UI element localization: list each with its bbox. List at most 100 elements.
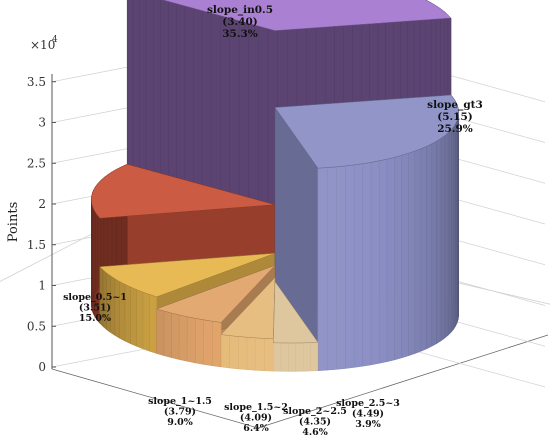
slice-percent: 35.3% bbox=[222, 28, 258, 40]
slice-name: slope_gt3 bbox=[427, 99, 483, 112]
slice-name: slope_2~2.5 bbox=[283, 406, 347, 417]
slice-outer-wall bbox=[149, 294, 157, 354]
floor-front-right bbox=[257, 334, 549, 429]
slice-name: slope_1.5~2 bbox=[224, 402, 288, 413]
slice-outer-wall bbox=[453, 122, 456, 331]
y-tick-label: 2.5 bbox=[27, 156, 46, 170]
slice-outer-wall bbox=[336, 165, 346, 370]
slice-outer-wall bbox=[119, 281, 126, 342]
y-tick-label: 3 bbox=[38, 116, 46, 130]
slice-outer-wall bbox=[414, 148, 422, 354]
slice-outer-wall bbox=[186, 316, 196, 364]
slice-outer-wall bbox=[420, 146, 427, 352]
slice-outer-wall bbox=[408, 150, 416, 357]
slice-outer-wall bbox=[440, 135, 446, 342]
slice-outer-wall bbox=[326, 166, 337, 371]
slice-outer-wall bbox=[345, 164, 355, 369]
slice-outer-wall bbox=[255, 337, 265, 372]
y-tick-label: 1.5 bbox=[27, 238, 46, 252]
slice-value: (5.15) bbox=[437, 111, 473, 123]
slice-value: (3.79) bbox=[164, 407, 196, 418]
slice-top-face bbox=[162, 0, 452, 31]
slice-percent: 3.9% bbox=[355, 419, 381, 430]
slice-outer-wall bbox=[295, 342, 304, 372]
slice-outer-wall bbox=[178, 314, 188, 362]
slice-value: (4.35) bbox=[299, 417, 331, 428]
slice-label: slope_0.5~1(3.51)15.0% bbox=[63, 292, 127, 324]
slice-outer-wall bbox=[401, 152, 409, 359]
y-tick-label: 2 bbox=[38, 197, 46, 211]
slice-outer-wall bbox=[436, 137, 442, 345]
slice-percent: 4.6% bbox=[302, 427, 328, 437]
slice-outer-wall bbox=[212, 320, 222, 368]
y-tick-label: 0.5 bbox=[27, 319, 46, 333]
slice-outer-wall bbox=[203, 319, 213, 366]
slice-outer-wall bbox=[171, 312, 180, 360]
slice-label: slope_gt3(5.15)25.9% bbox=[427, 99, 483, 135]
slice-name: slope_2.5~3 bbox=[336, 398, 400, 409]
y-tick-label: 0 bbox=[38, 360, 46, 374]
slice-top-face bbox=[220, 276, 276, 339]
slice-outer-wall bbox=[237, 336, 248, 370]
slice-top-face bbox=[274, 94, 459, 169]
slice-outer-wall bbox=[426, 143, 432, 350]
slice-value: (3.40) bbox=[222, 16, 258, 28]
pie-slice bbox=[220, 276, 276, 372]
slice-value: (4.09) bbox=[240, 413, 272, 424]
slice-label: slope_1~1.5(3.79)9.0% bbox=[148, 396, 212, 428]
slice-label: slope_2~2.5(4.35)4.6% bbox=[283, 406, 347, 437]
slice-percent: 6.4% bbox=[243, 423, 269, 434]
slice-top-face bbox=[155, 265, 276, 323]
slice-outer-wall bbox=[288, 342, 296, 372]
slice-outer-wall bbox=[220, 334, 230, 369]
slice-outer-wall bbox=[130, 286, 137, 347]
slice-outer-wall bbox=[444, 132, 449, 339]
slice-outer-wall bbox=[246, 336, 256, 371]
slice-outer-wall bbox=[353, 163, 363, 368]
slice-outer-wall bbox=[273, 342, 282, 372]
slice-percent: 9.0% bbox=[167, 417, 193, 428]
y-tick-label: 3.5 bbox=[27, 75, 46, 89]
slice-outer-wall bbox=[370, 160, 380, 366]
slice-outer-wall bbox=[447, 129, 452, 336]
slice-outer-wall bbox=[431, 140, 437, 347]
slice-outer-wall bbox=[264, 338, 274, 372]
slice-outer-wall bbox=[317, 167, 328, 371]
slice-top-face bbox=[91, 163, 276, 219]
slice-outer-wall bbox=[163, 310, 172, 358]
slice-outer-wall bbox=[450, 125, 454, 334]
slice-outer-wall bbox=[195, 318, 204, 365]
slice-name: slope_1~1.5 bbox=[148, 396, 212, 407]
slice-top-face bbox=[99, 253, 276, 298]
slice-label: slope_in0.5(3.40)35.3% bbox=[207, 4, 273, 40]
slice-percent: 15.0% bbox=[79, 313, 111, 324]
slice-outer-wall bbox=[310, 342, 319, 372]
slice-value: (3.51) bbox=[79, 303, 111, 314]
slice-outer-wall bbox=[362, 162, 372, 367]
y-axis-title: Points bbox=[6, 202, 21, 242]
slice-value: (4.49) bbox=[352, 409, 384, 420]
slice-outer-wall bbox=[229, 335, 239, 370]
slice-labels: slope_in0.5(3.40)35.3% slope_gt3(5.15)25.… bbox=[63, 4, 483, 437]
slice-percent: 25.9% bbox=[437, 123, 473, 135]
y-scale-exponent: 4 bbox=[52, 35, 58, 45]
slice-outer-wall bbox=[114, 278, 120, 339]
pie-slices bbox=[91, 0, 459, 372]
y-tick-label: 1 bbox=[38, 279, 46, 293]
slice-outer-wall bbox=[142, 291, 150, 352]
slice-outer-wall bbox=[136, 289, 144, 350]
y-scale-factor: ×10 bbox=[30, 38, 55, 52]
slice-name: slope_0.5~1 bbox=[63, 292, 127, 303]
floor-front-left bbox=[51, 368, 259, 429]
slice-outer-wall bbox=[378, 158, 388, 364]
slice-outer-wall bbox=[394, 155, 402, 361]
slice-label: slope_1.5~2(4.09)6.4% bbox=[224, 402, 288, 434]
slice-outer-wall bbox=[386, 157, 395, 363]
slice-top-face bbox=[273, 280, 319, 344]
slice-outer-wall bbox=[302, 342, 311, 372]
slice-name: slope_in0.5 bbox=[207, 4, 273, 17]
slice-outer-wall bbox=[110, 275, 116, 336]
slice-outer-wall bbox=[156, 308, 165, 356]
pie-slice bbox=[273, 280, 319, 372]
